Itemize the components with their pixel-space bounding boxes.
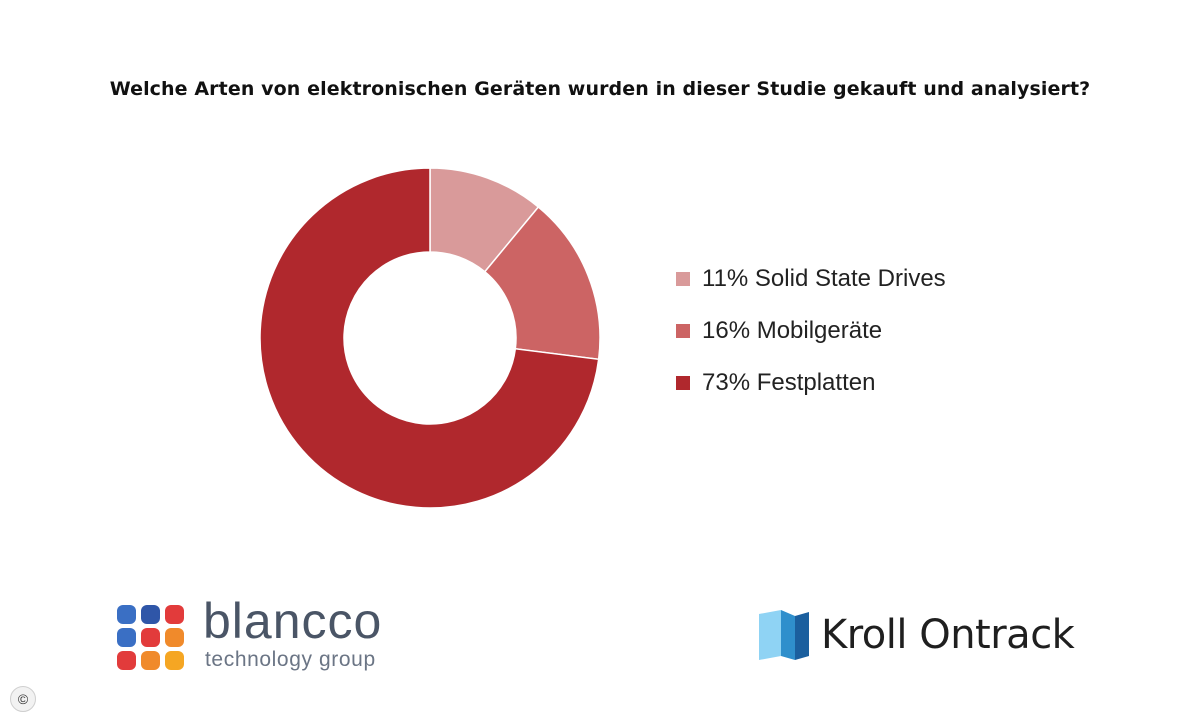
blancco-dot xyxy=(117,605,136,624)
kroll-wordmark: Kroll Ontrack xyxy=(821,612,1075,658)
blancco-dot xyxy=(165,651,184,670)
blancco-dot xyxy=(117,628,136,647)
donut-chart xyxy=(259,167,601,509)
chart-title: Welche Arten von elektronischen Geräten … xyxy=(109,78,1091,100)
legend-item: 11% Solid State Drives xyxy=(676,262,946,296)
kroll-book-panel xyxy=(795,612,809,660)
legend-label: 73% Festplatten xyxy=(702,369,876,396)
kroll-book-icon xyxy=(759,610,809,660)
blancco-subtitle: technology group xyxy=(205,648,376,671)
kroll-book-panel xyxy=(781,610,795,660)
blancco-dot xyxy=(165,605,184,624)
blancco-dot xyxy=(141,605,160,624)
blancco-dot xyxy=(141,628,160,647)
copyright-icon: © xyxy=(10,686,36,712)
kroll-book-panel xyxy=(759,610,781,660)
blancco-dot xyxy=(165,628,184,647)
legend-label: 16% Mobilgeräte xyxy=(702,317,883,344)
blancco-dot xyxy=(141,651,160,670)
legend-item: 73% Festplatten xyxy=(676,366,946,400)
chart-legend: 11% Solid State Drives 16% Mobilgeräte 73%… xyxy=(676,262,946,418)
legend-label: 11% Solid State Drives xyxy=(702,265,946,292)
blancco-dots-icon xyxy=(117,605,184,670)
blancco-wordmark: blancco xyxy=(203,593,383,649)
legend-item: 16% Mobilgeräte xyxy=(676,314,946,348)
legend-swatch xyxy=(676,376,690,390)
slice-festplatten xyxy=(259,167,600,509)
legend-swatch xyxy=(676,324,690,338)
blancco-dot xyxy=(117,651,136,670)
legend-swatch xyxy=(676,272,690,286)
